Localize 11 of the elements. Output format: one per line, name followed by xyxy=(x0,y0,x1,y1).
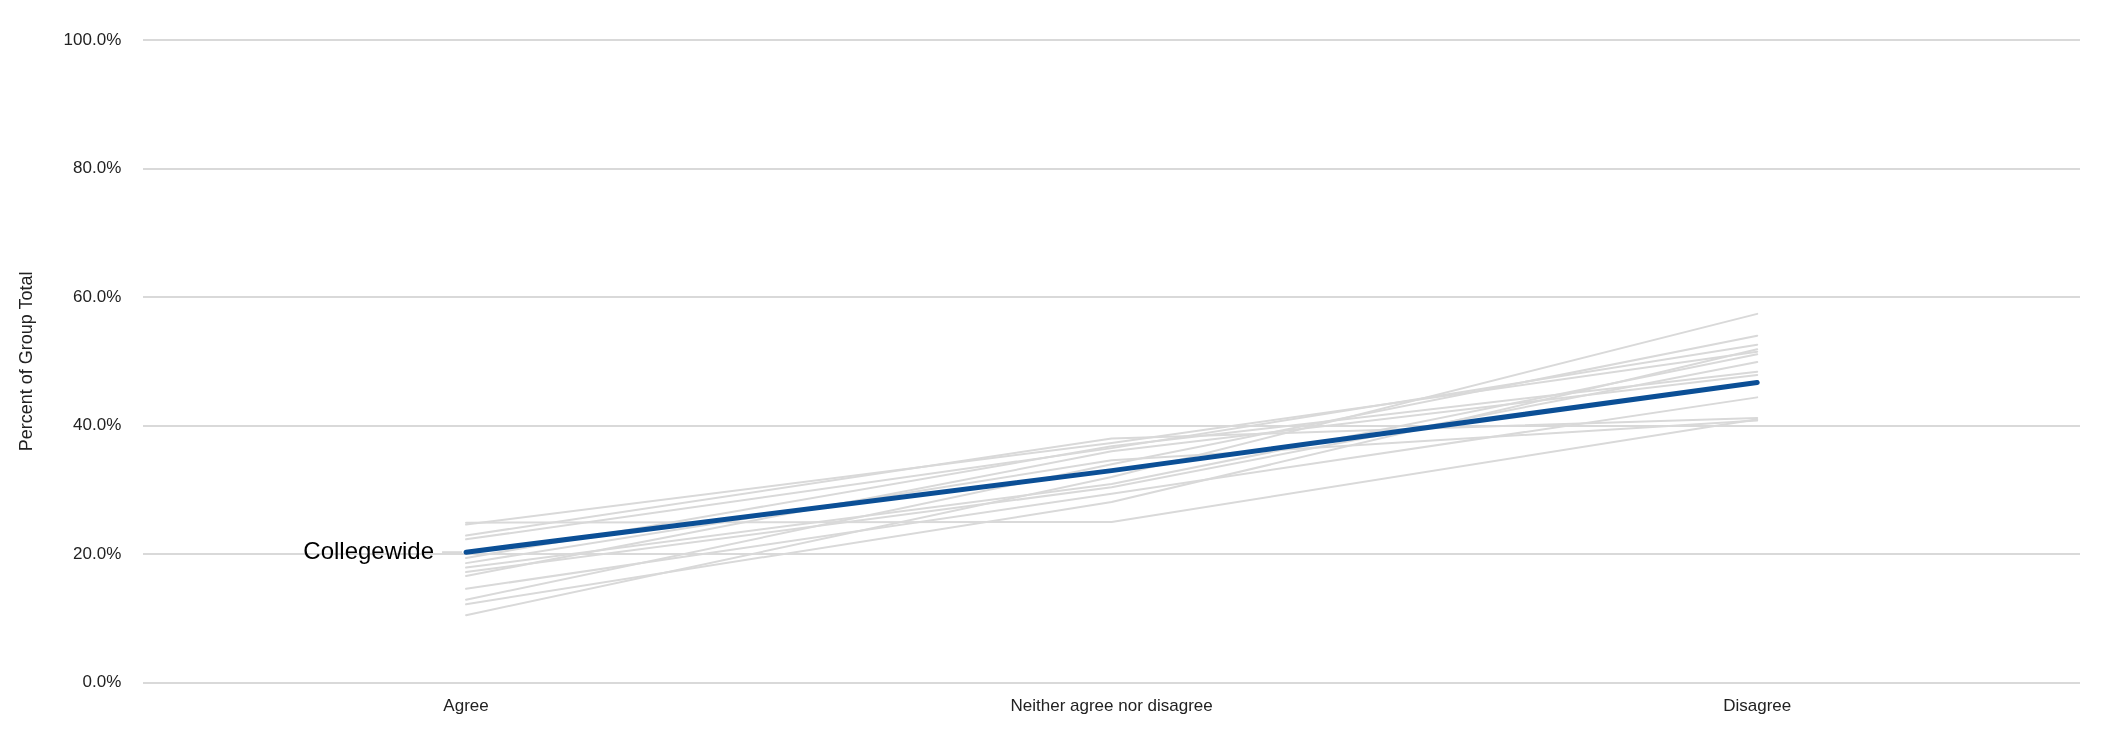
y-tick-label: 20.0% xyxy=(73,543,122,563)
series-label: Collegewide xyxy=(303,536,435,564)
y-axis-title: Percent of Group Total xyxy=(15,271,36,452)
x-tick-label: Disagree xyxy=(1723,696,1792,716)
y-tick-label: 40.0% xyxy=(73,415,122,435)
y-tick-label: 100.0% xyxy=(63,29,122,49)
y-tick-label: 0.0% xyxy=(82,672,122,692)
x-tick-label: Agree xyxy=(443,696,489,716)
y-tick-label: 80.0% xyxy=(73,158,122,178)
x-tick-label: Neither agree nor disagree xyxy=(1010,696,1213,716)
y-tick-label: 60.0% xyxy=(73,286,122,306)
